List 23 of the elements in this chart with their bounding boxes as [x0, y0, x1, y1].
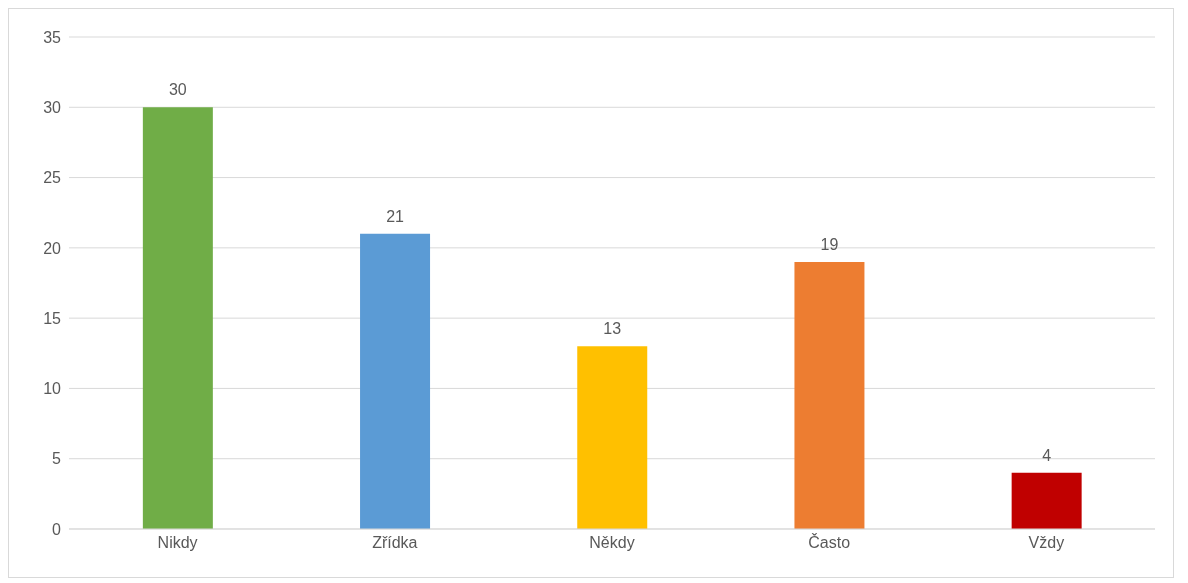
x-tick-label: Často: [808, 533, 851, 552]
bar: [142, 107, 213, 529]
bar: [360, 233, 431, 529]
x-tick-label: Zřídka: [372, 534, 418, 552]
data-label: 30: [168, 81, 187, 99]
y-tick-label: 0: [52, 520, 62, 538]
data-label: 21: [386, 207, 405, 225]
data-label: 13: [603, 320, 622, 338]
bar: [577, 346, 648, 529]
bar: [794, 261, 865, 529]
y-tick-label: 25: [43, 169, 62, 187]
y-tick-label: 5: [52, 450, 62, 468]
y-tick-label: 20: [43, 239, 62, 257]
y-tick-label: 35: [43, 28, 62, 46]
data-label: 4: [1042, 446, 1052, 464]
data-label: 19: [820, 235, 839, 253]
y-tick-label: 30: [43, 98, 62, 116]
x-tick-label: Nikdy: [157, 534, 198, 552]
y-tick-label: 15: [43, 309, 62, 327]
x-tick-label: Vždy: [1028, 534, 1065, 552]
bar: [1011, 472, 1082, 529]
x-tick-label: Někdy: [589, 534, 635, 552]
y-tick-label: 10: [43, 380, 62, 398]
